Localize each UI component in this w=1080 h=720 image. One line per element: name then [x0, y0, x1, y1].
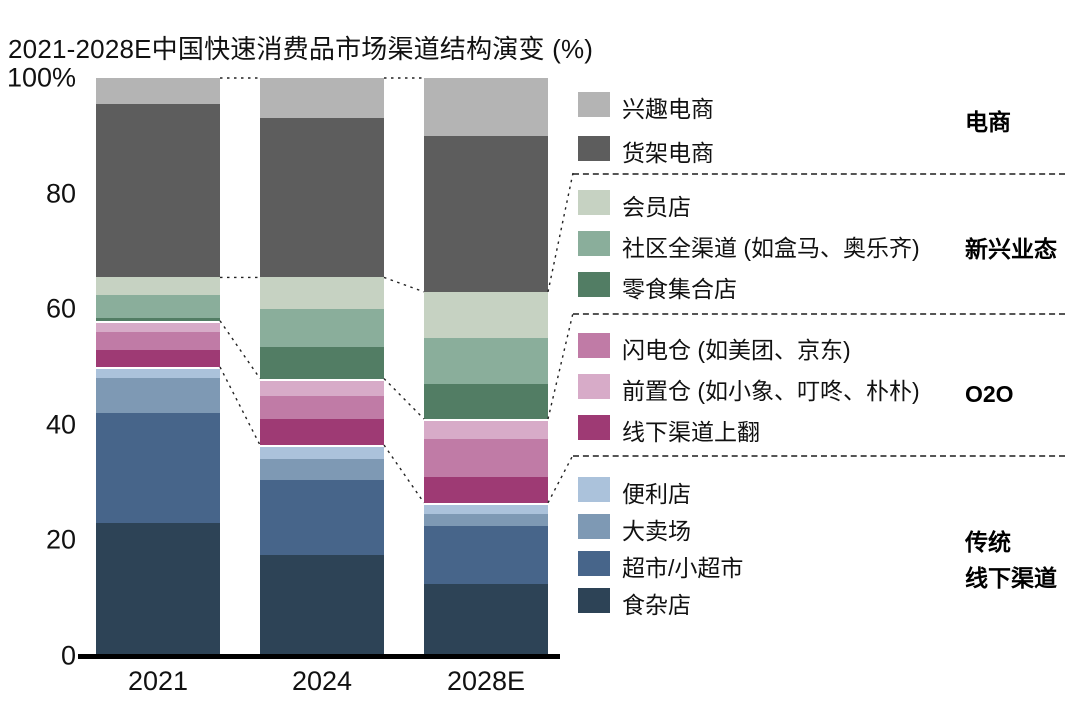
legend-item-label: 食杂店 [622, 592, 691, 618]
legend-swatch [578, 190, 610, 215]
legend-swatch [578, 477, 610, 502]
bar-segment [424, 78, 548, 136]
legend-item-label: 大卖场 [622, 518, 691, 544]
legend-group-label: 新兴业态 [965, 236, 1057, 262]
legend-item-label: 零食集合店 [622, 276, 737, 302]
bar-segment [96, 294, 220, 318]
bar-segment [96, 349, 220, 367]
bar-segment [260, 309, 384, 347]
bar-segment [96, 522, 220, 656]
legend-swatch [578, 231, 610, 256]
legend-swatch [578, 92, 610, 117]
y-axis-tick: 40 [45, 409, 76, 440]
legend-item-label: 会员店 [622, 194, 691, 220]
legend-swatch [578, 272, 610, 297]
legend-swatch [578, 514, 610, 539]
bar-segment [96, 413, 220, 523]
legend-group-label: 电商 [965, 109, 1011, 135]
legend-item-label: 社区全渠道 (如盒马、奥乐齐) [622, 235, 920, 261]
bar-segment [96, 366, 220, 379]
bar-segment [424, 291, 548, 339]
bar-segment [96, 277, 220, 295]
bar-segment [424, 384, 548, 419]
bar-segment [424, 439, 548, 477]
bar-segment [96, 317, 220, 321]
bar-segment [96, 332, 220, 350]
bar-segment [260, 554, 384, 656]
bar-segment [260, 378, 384, 396]
bar-2021 [96, 78, 220, 656]
y-axis-tick: 80 [45, 178, 76, 209]
bar-segment [260, 418, 384, 445]
legend-item-label: 兴趣电商 [622, 96, 714, 122]
bar-segment [424, 525, 548, 584]
bar-segment [260, 395, 384, 419]
y-axis-tick: 0 [60, 640, 76, 671]
legend-swatch [578, 588, 610, 613]
legend-swatch [578, 136, 610, 161]
bar-segment [260, 444, 384, 460]
legend-group-label: 传统 线下渠道 [965, 529, 1057, 591]
bar-segment [424, 418, 548, 440]
bar-segment [260, 78, 384, 119]
bar-segment [96, 78, 220, 104]
x-axis-label: 2021 [127, 666, 189, 696]
y-axis-tick: 100% [6, 62, 76, 93]
dotted-connector [547, 172, 574, 293]
legend-group-separator [573, 313, 1065, 315]
bar-2028E [424, 78, 548, 656]
x-axis-label: 2028E [446, 666, 526, 696]
y-axis-tick: 20 [45, 524, 76, 555]
legend-swatch [578, 551, 610, 576]
dotted-connector [383, 276, 425, 293]
bar-segment [424, 338, 548, 385]
dotted-connector [547, 454, 574, 504]
legend-item-label: 闪电仓 (如美团、京东) [622, 337, 851, 363]
y-axis-tick: 60 [45, 293, 76, 324]
bar-segment [260, 277, 384, 310]
x-axis-line [78, 654, 560, 659]
y-axis: 100% 80 60 40 20 0 [0, 0, 76, 720]
dotted-connector [547, 312, 574, 420]
legend-group-separator [573, 455, 1065, 457]
x-axis-label: 2024 [291, 666, 353, 696]
dotted-connector [383, 378, 425, 420]
bar-segment [424, 502, 548, 515]
bar-segment [260, 459, 384, 480]
bar-segment [96, 320, 220, 333]
bar-segment [96, 378, 220, 414]
bar-segment [424, 135, 548, 292]
bar-segment [260, 346, 384, 379]
legend-item-label: 线下渠道上翻 [622, 419, 760, 445]
bar-2024 [260, 78, 384, 656]
legend-group-label: O2O [965, 381, 1014, 407]
legend-swatch [578, 374, 610, 399]
legend-item-label: 前置仓 (如小象、叮咚、朴朴) [622, 378, 920, 404]
legend-swatch [578, 333, 610, 358]
legend-item-label: 超市/小超市 [622, 555, 744, 581]
bar-segment [424, 583, 548, 656]
dotted-connector [383, 444, 425, 504]
bar-segment [260, 118, 384, 278]
legend-group-separator [573, 173, 1065, 175]
chart-title: 2021-2028E中国快速消费品市场渠道结构演变 (%) [8, 34, 594, 65]
dotted-connector [219, 320, 261, 379]
bar-segment [96, 104, 220, 278]
legend-item-label: 货架电商 [622, 140, 714, 166]
legend-item-label: 便利店 [622, 481, 691, 507]
legend-swatch [578, 415, 610, 440]
bar-segment [424, 514, 548, 526]
dotted-connector [219, 366, 261, 446]
bar-segment [260, 479, 384, 555]
bar-segment [424, 476, 548, 503]
